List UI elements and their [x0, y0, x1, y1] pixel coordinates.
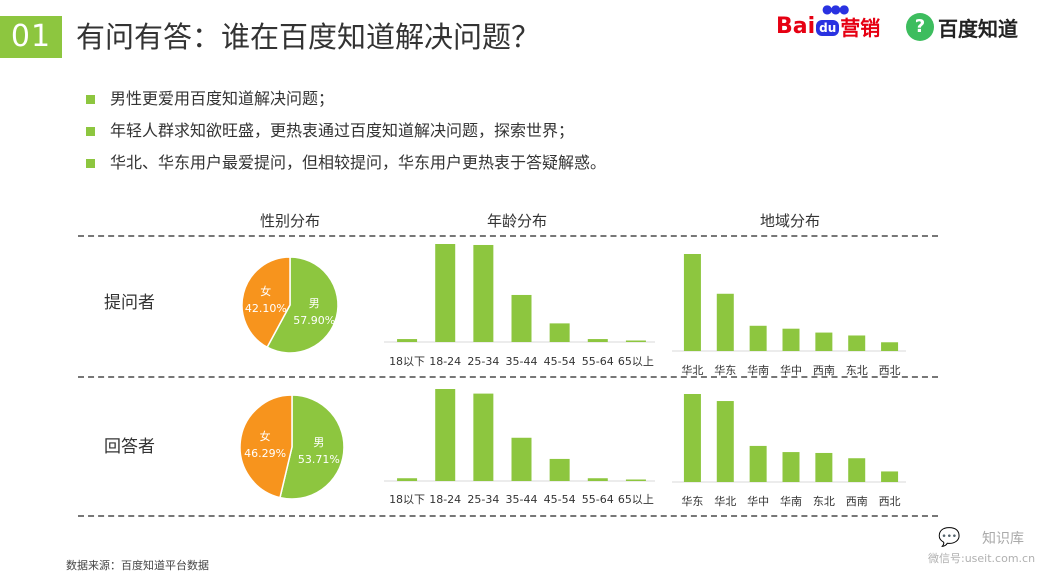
pie-value-label: 53.71%	[298, 453, 340, 466]
bar	[848, 458, 866, 482]
row-label-answerers: 回答者	[104, 437, 155, 457]
pie-label: 女	[260, 284, 271, 298]
x-tick-label: 35-44	[506, 355, 538, 368]
bar	[782, 328, 800, 351]
watermark-name: 知识库	[982, 531, 1024, 547]
baidu-zhidao-logo: ? 百度知道	[906, 10, 1018, 44]
x-tick-label: 65以上	[618, 355, 654, 368]
x-tick-label: 45-54	[544, 493, 576, 506]
x-tick-label: 华东	[681, 494, 703, 508]
watermark-url: 微信号:useit.com.cn	[928, 552, 1036, 565]
x-tick-label: 18-24	[429, 355, 461, 368]
pie-slice	[241, 256, 291, 349]
bar	[473, 393, 494, 481]
gender-column-header: 性别分布	[259, 212, 320, 230]
age-column-header: 年龄分布	[486, 212, 547, 230]
x-tick-label: 华中	[780, 363, 802, 377]
x-tick-label: 35-44	[506, 493, 538, 506]
baidu-marketing-logo: ●●● Bai du 营销	[776, 2, 881, 40]
x-tick-label: 华东	[714, 363, 736, 377]
x-tick-label: 华南	[747, 363, 769, 377]
pie-value-label: 57.90%	[293, 314, 335, 327]
bar	[716, 293, 734, 351]
finding-item: 男性更爱用百度知道解决问题；	[86, 86, 606, 118]
x-tick-label: 18-24	[429, 493, 461, 506]
x-tick-label: 东北	[813, 495, 835, 508]
data-source-note: 数据来源：百度知道平台数据	[66, 559, 209, 572]
x-tick-label: 华中	[747, 494, 769, 508]
x-tick-label: 西南	[813, 364, 835, 377]
dashed-divider	[78, 235, 938, 237]
bar	[587, 478, 608, 481]
bar	[815, 452, 833, 482]
x-tick-label: 华南	[780, 494, 802, 508]
bar	[435, 389, 456, 481]
x-tick-label: 55-64	[582, 493, 614, 506]
bar	[397, 339, 418, 342]
finding-item: 年轻人群求知欲旺盛，更热衷通过百度知道解决问题，探索世界；	[86, 118, 606, 150]
pie-value-label: 46.29%	[244, 447, 286, 460]
x-tick-label: 55-64	[582, 355, 614, 368]
question-mark-icon: ?	[906, 13, 934, 41]
dashed-divider	[78, 515, 938, 517]
pie-slice	[279, 394, 345, 500]
bar	[881, 342, 899, 351]
dashed-divider	[78, 376, 938, 378]
x-tick-label: 65以上	[618, 493, 654, 506]
x-tick-label: 西南	[846, 495, 868, 508]
pie-label: 男	[309, 297, 320, 310]
bar	[815, 332, 833, 351]
bar	[625, 340, 646, 342]
bar	[587, 339, 608, 342]
bar	[749, 325, 767, 351]
x-tick-label: 45-54	[544, 355, 576, 368]
baidu-paw-icon: ●●●	[822, 2, 849, 16]
bar	[511, 294, 532, 342]
bar	[511, 437, 532, 481]
row-label-askers: 提问者	[104, 293, 155, 313]
x-tick-label: 华北	[681, 363, 703, 377]
bullet-square-icon	[86, 159, 95, 168]
pie-slice	[239, 394, 293, 499]
pie-slice	[266, 256, 339, 354]
x-tick-label: 西北	[879, 364, 901, 377]
bar	[549, 323, 570, 342]
key-findings-list: 男性更爱用百度知道解决问题； 年轻人群求知欲旺盛，更热衷通过百度知道解决问题，探…	[86, 86, 606, 182]
bullet-square-icon	[86, 127, 95, 136]
bar	[848, 335, 866, 351]
region-column-header: 地域分布	[759, 212, 820, 230]
section-number: 01	[0, 16, 62, 58]
zhidao-logo-text: 百度知道	[938, 16, 1018, 41]
x-tick-label: 25-34	[467, 493, 499, 506]
bar	[683, 254, 701, 351]
wechat-icon: 💬	[938, 527, 961, 548]
bar	[716, 401, 734, 482]
pie-label: 女	[260, 429, 271, 443]
bar	[881, 471, 899, 482]
x-tick-label: 华北	[714, 494, 736, 508]
pie-label: 男	[313, 436, 324, 449]
bar	[397, 478, 418, 481]
x-tick-label: 西北	[879, 495, 901, 508]
bar	[749, 445, 767, 482]
bar	[549, 458, 570, 481]
finding-item: 华北、华东用户最爱提问，但相较提问，华东用户更热衷于答疑解惑。	[86, 150, 606, 182]
pie-value-label: 42.10%	[245, 302, 287, 315]
bar	[782, 452, 800, 482]
x-tick-label: 25-34	[467, 355, 499, 368]
page-title: 有问有答：谁在百度知道解决问题？	[76, 20, 541, 54]
bar	[435, 244, 456, 342]
bar	[473, 244, 494, 342]
bar	[625, 479, 646, 481]
x-tick-label: 18以下	[389, 355, 425, 368]
x-tick-label: 18以下	[389, 493, 425, 506]
x-tick-label: 东北	[846, 364, 868, 377]
bullet-square-icon	[86, 95, 95, 104]
bar	[683, 394, 701, 482]
